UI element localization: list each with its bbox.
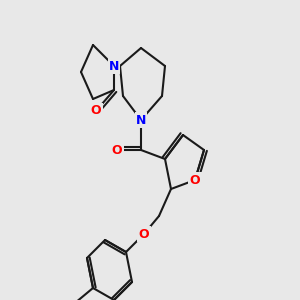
- Text: N: N: [109, 59, 119, 73]
- Text: O: O: [91, 104, 101, 118]
- Text: O: O: [190, 173, 200, 187]
- Text: N: N: [136, 113, 146, 127]
- Text: O: O: [139, 227, 149, 241]
- Text: O: O: [112, 143, 122, 157]
